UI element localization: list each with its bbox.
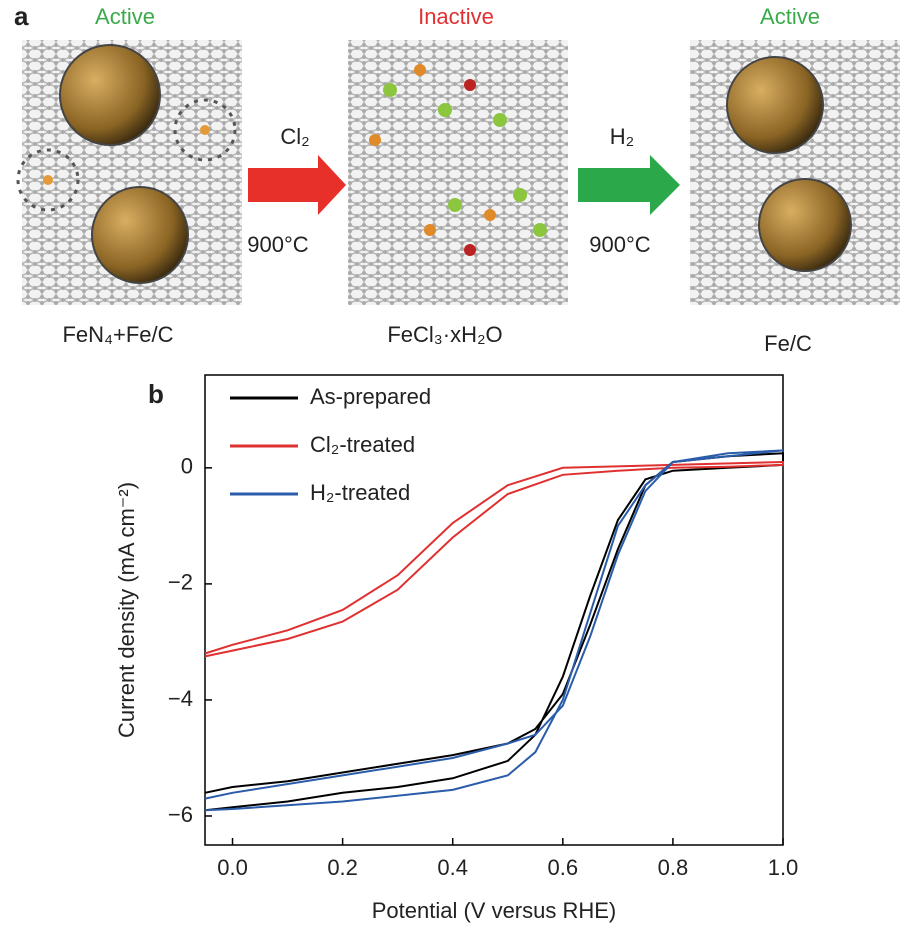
x-axis-label: Potential (V versus RHE) [372, 898, 617, 923]
x-tick-label: 1.0 [768, 855, 799, 880]
panel-label: a [14, 1, 29, 31]
material-label: FeCl₃·xH₂O [387, 322, 502, 347]
fe-particle [726, 56, 824, 154]
y-tick-label: −2 [168, 570, 193, 595]
step-temperature: 900°C [589, 232, 651, 257]
state-label: Inactive [418, 4, 494, 29]
step-temperature: 900°C [247, 232, 309, 257]
legend-label: As-prepared [310, 384, 431, 409]
y-tick-label: −6 [168, 802, 193, 827]
fe-particle [59, 44, 161, 146]
y-axis-label: Current density (mA cm⁻²) [114, 482, 139, 738]
state-label: Active [95, 4, 155, 29]
legend-label: H₂-treated [310, 480, 410, 505]
y-tick-label: 0 [181, 454, 193, 479]
y-tick-label: −4 [168, 686, 193, 711]
arrow [248, 155, 346, 215]
state-label: Active [760, 4, 820, 29]
x-tick-label: 0.8 [658, 855, 689, 880]
series-line [204, 449, 784, 812]
series-line [204, 460, 784, 658]
fecl3-clusters [369, 64, 547, 256]
arrow [578, 155, 680, 215]
fe-particle [758, 178, 852, 272]
panel-label: b [148, 379, 164, 409]
x-tick-label: 0.4 [437, 855, 468, 880]
x-tick-label: 0.2 [327, 855, 358, 880]
material-label: Fe/C [764, 331, 812, 356]
step-gas: Cl₂ [280, 124, 309, 149]
x-tick-label: 0.0 [217, 855, 248, 880]
x-tick-label: 0.6 [548, 855, 579, 880]
fe-particle [91, 186, 189, 284]
step-gas: H₂ [610, 124, 634, 149]
fen4-molecule [16, 98, 237, 212]
plot-frame [204, 374, 784, 846]
series-line [204, 452, 784, 812]
material-label: FeN₄+Fe/C [62, 322, 173, 347]
legend-label: Cl₂-treated [310, 432, 415, 457]
schematic [16, 40, 900, 305]
graphene-sheet [348, 40, 568, 305]
